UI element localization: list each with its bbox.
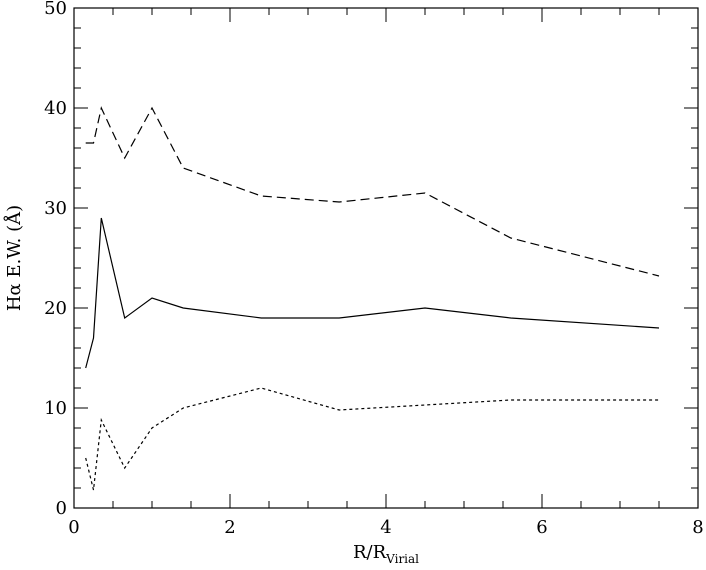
x-tick-label: 6 xyxy=(536,517,547,538)
y-tick-label: 40 xyxy=(44,98,67,119)
x-tick-label: 2 xyxy=(224,517,235,538)
x-tick-label: 0 xyxy=(68,517,79,538)
axis-tick-labels: 0 2 4 6 8 0 10 20 30 40 50 xyxy=(44,0,704,538)
plot-frame xyxy=(73,7,699,509)
y-tick-label: 10 xyxy=(44,398,67,419)
series-layer xyxy=(85,106,660,491)
x-axis-label-subscript: Virial xyxy=(385,552,419,566)
y-tick-label: 0 xyxy=(56,498,67,519)
y-axis-label: Hα E.W. (Å) xyxy=(3,205,25,311)
x-tick-label: 8 xyxy=(692,517,703,538)
series-line-solid xyxy=(85,217,660,369)
series-line-dashed xyxy=(85,106,660,277)
x-axis-label: R/RVirial xyxy=(353,542,419,566)
y-tick-label: 50 xyxy=(44,0,67,19)
axis-ticks xyxy=(73,7,699,509)
x-axis-label-main: R/R xyxy=(353,542,387,563)
y-tick-label: 20 xyxy=(44,298,67,319)
series-line-dotted xyxy=(85,387,659,491)
x-tick-label: 4 xyxy=(380,517,391,538)
y-tick-label: 30 xyxy=(44,198,67,219)
